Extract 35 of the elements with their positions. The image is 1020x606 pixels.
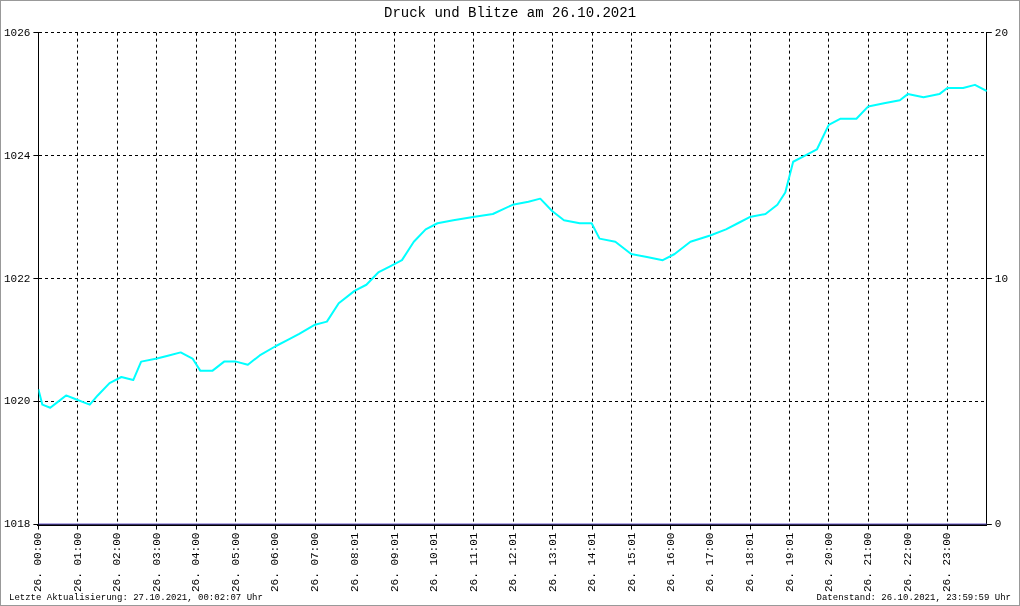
x-tick-label: 26. 17:00	[704, 532, 717, 593]
x-tick-label: 26. 00:00	[32, 532, 45, 593]
y-tick-label: 1022	[4, 272, 31, 285]
x-tick-label: 26. 20:00	[822, 532, 835, 593]
x-tick-label: 26. 08:01	[349, 532, 362, 593]
x-tick-label: 26. 13:01	[546, 532, 559, 593]
y-tick-label: 1018	[4, 518, 31, 531]
y-tick-label: 1026	[4, 26, 31, 39]
x-tick-label: 26. 23:00	[941, 532, 954, 593]
chart-title: Druck und Blitze am 26.10.2021	[384, 5, 637, 21]
y-tick-label: 1024	[4, 149, 31, 162]
x-tick-label: 26. 11:01	[467, 532, 480, 593]
x-tick-label: 26. 18:01	[744, 532, 757, 593]
x-tick-label: 26. 02:00	[111, 532, 124, 593]
x-tick-label: 26. 19:01	[783, 532, 796, 593]
x-tick-label: 26. 16:00	[664, 532, 677, 593]
x-tick-label: 26. 12:01	[507, 532, 520, 593]
x-tick-label: 26. 21:00	[862, 532, 875, 593]
x-tick-label: 26. 07:00	[308, 532, 321, 593]
y-tick-label: 1020	[4, 395, 31, 408]
y2-tick-label: 20	[994, 26, 1008, 39]
text: Datenstand: 26.10.2021, 23:59:59 Uhr	[816, 593, 1011, 603]
y2-tick-label: 0	[994, 518, 1002, 531]
x-tick-label: 26. 03:00	[150, 532, 163, 593]
x-tick-label: 26. 01:00	[71, 532, 84, 593]
x-tick-label: 26. 09:01	[388, 532, 401, 593]
x-tick-label: 26. 14:01	[586, 532, 599, 593]
x-tick-label: 26. 06:00	[269, 532, 282, 593]
x-tick-label: 26. 22:00	[901, 532, 914, 593]
y2-tick-label: 10	[994, 272, 1008, 285]
x-tick-label: 26. 10:01	[428, 532, 441, 593]
text: Letzte Aktualisierung: 27.10.2021, 00:02:07 Uhr	[9, 593, 263, 603]
x-tick-label: 26. 04:00	[190, 532, 203, 593]
x-tick-label: 26. 15:01	[625, 532, 638, 593]
x-tick-label: 26. 05:00	[229, 532, 242, 593]
